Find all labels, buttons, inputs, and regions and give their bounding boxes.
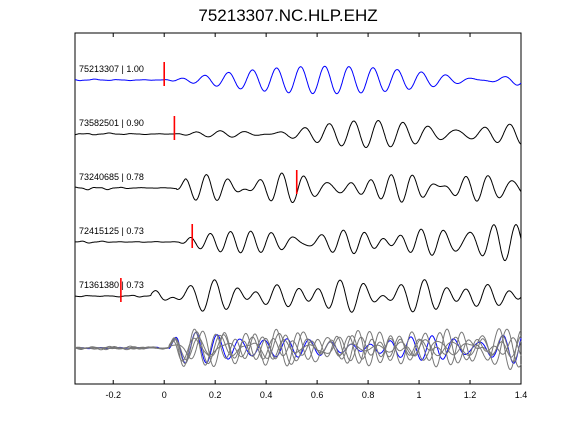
x-tick-label-3: 0.4 [260, 390, 273, 400]
trace-line-4 [74, 224, 522, 262]
trace-line-1 [74, 65, 522, 95]
x-tick-label-8: 1.4 [515, 390, 528, 400]
trace-line-5 [75, 279, 522, 313]
stack-trace-5 [74, 332, 522, 365]
x-tick-label-2: 0.2 [209, 390, 222, 400]
traces-group [74, 65, 522, 313]
trace-label-2: 73582501 | 0.90 [79, 118, 144, 128]
x-tick-label-7: 1.2 [464, 390, 477, 400]
trace-line-3 [74, 172, 522, 203]
stack-trace-6 [75, 328, 522, 371]
chart-title: 75213307.NC.HLP.EHZ [198, 6, 378, 25]
x-tick-label-4: 0.6 [311, 390, 324, 400]
trace-line-2 [74, 119, 522, 149]
trace-label-4: 72415125 | 0.73 [79, 226, 144, 236]
x-tick-label-1: 0 [162, 390, 167, 400]
trace-label-1: 75213307 | 1.00 [79, 64, 144, 74]
trace-label-5: 71361380 | 0.73 [79, 280, 144, 290]
x-tick-label-5: 0.8 [362, 390, 375, 400]
stack-trace-4 [74, 328, 522, 368]
x-tick-label-0: -0.2 [105, 390, 121, 400]
stack-group [74, 328, 522, 371]
pick-markers [120, 62, 298, 302]
plot-frame [74, 32, 522, 385]
trace-labels: 75213307 | 1.00 73582501 | 0.90 73240685 |… [79, 64, 144, 290]
x-axis: -0.2 0 0.2 0.4 0.6 0.8 1 1.2 1.4 [105, 33, 527, 400]
trace-label-3: 73240685 | 0.78 [79, 172, 144, 182]
x-tick-label-6: 1 [417, 390, 422, 400]
